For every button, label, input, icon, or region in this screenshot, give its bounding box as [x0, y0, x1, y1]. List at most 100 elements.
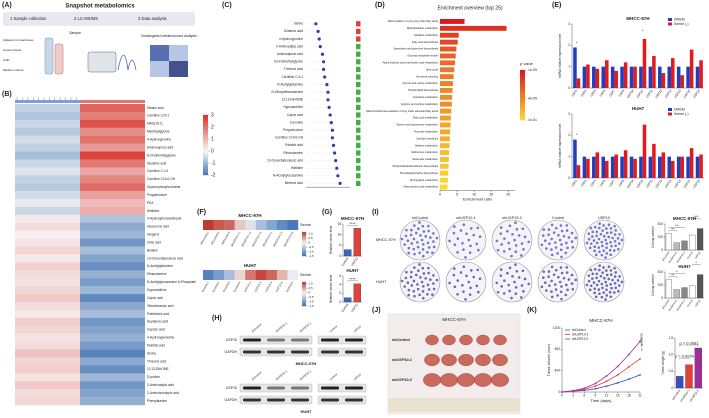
metabolite-label: Capric acid: [147, 296, 163, 300]
legend-gradient: [520, 91, 525, 95]
metabolite-label: Tetradecanoic acid: [147, 304, 174, 308]
metabolite-label: Palmitic acid: [285, 143, 303, 147]
bar: [440, 53, 456, 59]
heat-cell: [234, 270, 246, 280]
colony: [540, 285, 544, 289]
colony: [618, 233, 621, 236]
colony: [594, 295, 598, 299]
colony: [495, 239, 499, 243]
dot: [329, 121, 333, 125]
bar: [652, 56, 656, 88]
bar: [695, 156, 700, 178]
bar: [665, 233, 672, 251]
group-bar: [15, 100, 80, 103]
blot-band: [291, 386, 309, 390]
lane-label: Control: [329, 372, 339, 381]
heat-cell: [213, 220, 225, 230]
colorbar: [203, 124, 208, 128]
colony: [527, 240, 531, 244]
colony: [558, 280, 562, 284]
colony: [593, 225, 597, 229]
colony: [595, 230, 599, 234]
x-tick-label: shUSP10-2: [675, 298, 686, 312]
colony: [409, 233, 413, 237]
bar: [629, 156, 634, 178]
colorbar: [302, 231, 306, 234]
colony: [587, 274, 591, 277]
colony: [422, 254, 425, 258]
x-tick-label: Control: [340, 302, 349, 312]
colony: [410, 270, 413, 274]
colony: [609, 295, 613, 299]
dot: [320, 52, 325, 56]
colony: [407, 293, 410, 297]
tumor: [457, 373, 475, 387]
heat-cell: [15, 286, 80, 295]
metabolite-label: 13-Oxooctadecanoic acid: [267, 158, 303, 162]
colony: [499, 274, 503, 277]
colony: [613, 239, 617, 243]
colony: [560, 271, 564, 275]
panel-title: Enrichment overview (top 25): [437, 5, 502, 11]
step-label: 1 Sample collection: [10, 16, 47, 21]
colorbar: [302, 239, 306, 242]
pathway-label: Sphingolipid metabolism: [410, 178, 438, 182]
bar: [440, 60, 455, 66]
bar: [353, 283, 361, 303]
colony: [421, 224, 425, 228]
x-tick-label: Control: [686, 250, 694, 259]
legend-gradient: [520, 81, 525, 85]
x-tick-label: 15: [489, 192, 493, 196]
x-tick-label: USP16: [683, 88, 692, 98]
bar: [673, 242, 680, 251]
colorbar: [203, 114, 208, 118]
colony: [560, 297, 563, 301]
colorbar: [203, 140, 208, 144]
heat-cell: [80, 262, 145, 271]
step-label: 2 LC-MS/MS: [74, 16, 98, 21]
bar: [699, 60, 703, 88]
colony: [542, 270, 546, 273]
colony: [419, 276, 422, 279]
heat-cell: [15, 341, 80, 350]
y-tick-label: 0: [558, 390, 560, 394]
metabolite-label: 12,13-DiHOME: [281, 98, 303, 102]
pathway-label: Phosphatidylcholine biosynthesis: [400, 171, 439, 175]
metabolite-label: Hypoxanthine: [147, 288, 167, 292]
heat-cell: [15, 214, 80, 224]
bar: [667, 156, 671, 178]
legend-swatch: [668, 108, 672, 111]
fc-square: [356, 112, 361, 118]
blot-band: [243, 338, 261, 342]
colorbar: [203, 126, 208, 130]
colony: [514, 286, 518, 289]
bar: [642, 124, 647, 178]
colony: [547, 233, 550, 237]
lane-label: shUSP10-1: [275, 321, 289, 334]
colony: [613, 266, 616, 270]
bar: [573, 47, 577, 88]
colony: [514, 263, 517, 267]
colony: [511, 232, 514, 236]
bar: [689, 49, 694, 88]
colorbar: [203, 144, 208, 148]
bar: [592, 156, 596, 178]
x-tick-label: USP10: [350, 256, 359, 266]
colony: [604, 280, 608, 284]
sig-bracket: [668, 230, 677, 232]
x-tick-label: 0: [561, 393, 563, 397]
heat-cell: [15, 151, 80, 160]
colony: [562, 276, 566, 280]
metabolite-label: Carnitine C14:1: [147, 114, 169, 118]
bar: [620, 156, 624, 178]
blot-caption: HUH7: [301, 409, 313, 414]
dot: [323, 75, 327, 79]
legend-label: 1e-09: [528, 68, 537, 72]
lane-label: shControl: [251, 370, 263, 381]
metabolite-label: Carnitine C-4:1: [147, 169, 169, 173]
heat-cell: [80, 389, 145, 398]
point: [639, 340, 641, 343]
fc-square: [356, 104, 361, 110]
bar: [576, 78, 581, 88]
pathway-label: Glutamate metabolism: [412, 157, 438, 161]
